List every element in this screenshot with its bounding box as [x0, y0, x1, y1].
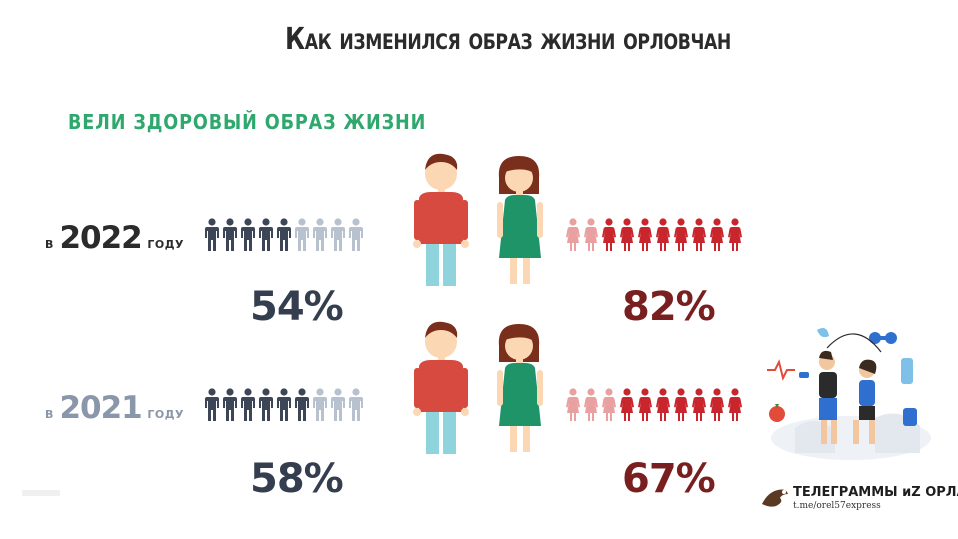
female-person-icon	[728, 388, 742, 421]
channel-name: ТЕЛЕГРАММЫ иZ ОРЛА	[793, 485, 958, 500]
woman-figure-icon	[497, 324, 543, 452]
female-percent-2021: 67%	[622, 456, 716, 502]
year-number: 2022	[59, 220, 142, 256]
section-subtitle: вели здоровый образ жизни	[68, 110, 427, 134]
male-person-icon	[349, 218, 363, 251]
female-icon-row-2021	[565, 388, 743, 422]
female-person-icon	[710, 218, 724, 251]
female-person-icon	[728, 218, 742, 251]
year-prefix: в	[45, 408, 54, 421]
male-person-icon	[349, 388, 363, 421]
fitness-couple-illustration	[767, 328, 931, 460]
female-percent-2022: 82%	[622, 284, 716, 330]
male-person-icon	[331, 388, 345, 421]
female-person-icon	[656, 388, 670, 421]
year-label-2021: в 2021 году	[45, 390, 184, 426]
female-person-icon	[620, 388, 634, 421]
year-prefix: в	[45, 238, 54, 251]
male-person-icon	[205, 388, 219, 421]
year-suffix: году	[147, 238, 184, 251]
female-person-icon	[566, 388, 580, 421]
channel-link[interactable]: t.me/orel57express	[793, 501, 881, 511]
male-person-icon	[313, 218, 327, 251]
male-icon-row-2022	[204, 218, 364, 252]
female-person-icon	[584, 388, 598, 421]
male-person-icon	[223, 218, 237, 251]
male-person-icon	[295, 388, 309, 421]
male-person-icon	[205, 218, 219, 251]
female-person-icon	[692, 218, 706, 251]
female-person-icon	[602, 388, 616, 421]
female-person-icon	[656, 218, 670, 251]
year-label-2022: в 2022 году	[45, 220, 184, 256]
female-icon-row-2022	[565, 218, 743, 252]
male-person-icon	[313, 388, 327, 421]
female-person-icon	[674, 218, 688, 251]
male-percent-2022: 54%	[250, 284, 344, 330]
woman-figure-icon	[497, 156, 543, 284]
eagle-logo-icon	[762, 489, 788, 507]
male-percent-2021: 58%	[250, 456, 344, 502]
female-person-icon	[620, 218, 634, 251]
female-person-icon	[584, 218, 598, 251]
male-person-icon	[295, 218, 309, 251]
man-figure-icon	[413, 153, 469, 286]
male-person-icon	[241, 218, 255, 251]
page-title: Как изменился образ жизни орловчан	[285, 22, 731, 57]
male-icon-row-2021	[204, 388, 364, 422]
year-number: 2021	[59, 390, 142, 426]
male-person-icon	[241, 388, 255, 421]
man-woman-illustration-2022	[413, 153, 543, 286]
female-person-icon	[638, 218, 652, 251]
year-suffix: году	[147, 408, 184, 421]
male-person-icon	[223, 388, 237, 421]
female-person-icon	[638, 388, 652, 421]
female-person-icon	[566, 218, 580, 251]
female-person-icon	[710, 388, 724, 421]
female-person-icon	[692, 388, 706, 421]
male-person-icon	[277, 388, 291, 421]
man-figure-icon	[413, 321, 469, 454]
corner-mark	[22, 490, 60, 496]
male-person-icon	[277, 218, 291, 251]
female-person-icon	[602, 218, 616, 251]
female-person-icon	[674, 388, 688, 421]
man-woman-illustration-2021	[413, 321, 543, 454]
male-person-icon	[259, 388, 273, 421]
channel-watermark	[755, 318, 948, 520]
male-person-icon	[331, 218, 345, 251]
male-person-icon	[259, 218, 273, 251]
